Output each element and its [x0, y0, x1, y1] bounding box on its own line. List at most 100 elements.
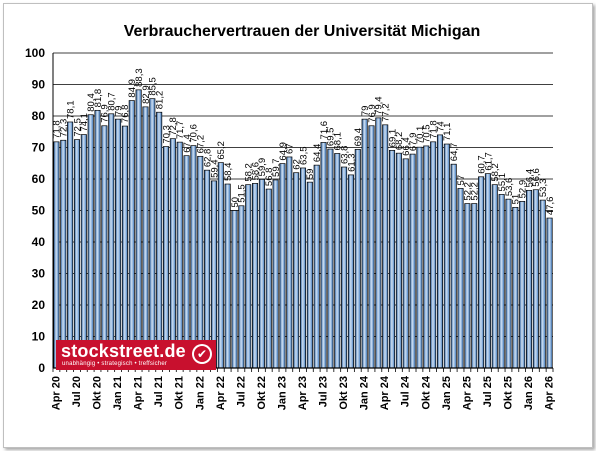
- data-labels: 71,872,378,172,574,180,481,876,980,77976…: [52, 68, 556, 215]
- bar: [149, 98, 156, 369]
- bar: [313, 164, 320, 369]
- bar: [293, 172, 300, 369]
- data-label: 65,2: [216, 141, 227, 160]
- bar: [67, 121, 74, 369]
- bar: [395, 152, 402, 369]
- y-tick-label: 90: [32, 78, 46, 92]
- bar: [532, 189, 539, 369]
- bar: [176, 141, 183, 369]
- data-label: 67,2: [196, 135, 207, 154]
- data-label: 58,4: [223, 163, 234, 182]
- bar: [162, 146, 170, 369]
- data-label: 71,7: [175, 121, 186, 140]
- bar: [450, 163, 457, 369]
- y-tick-label: 70: [32, 141, 46, 155]
- data-label: 50: [230, 197, 241, 208]
- data-label: 51: [511, 194, 522, 205]
- bar: [121, 125, 128, 369]
- data-label: 81,2: [154, 91, 165, 110]
- data-label: 52,2: [470, 182, 481, 201]
- data-label: 79: [113, 106, 124, 117]
- bar: [457, 188, 464, 369]
- x-tick-label: Jan 26: [523, 376, 535, 410]
- y-tick-label: 20: [32, 298, 46, 312]
- data-label: 79,4: [374, 96, 385, 115]
- y-tick-label: 100: [25, 46, 45, 60]
- bar: [73, 139, 80, 369]
- data-label: 72,8: [168, 117, 179, 136]
- data-label: 62: [291, 159, 302, 170]
- x-tick-label: Jul 20: [71, 376, 83, 407]
- y-tick-label: 30: [32, 267, 46, 281]
- data-label: 61,3: [346, 153, 357, 172]
- data-label: 55,1: [497, 173, 508, 192]
- bar: [341, 166, 348, 369]
- bar: [334, 153, 341, 369]
- logo-name: stockstreet.de: [61, 341, 186, 361]
- bar: [231, 210, 238, 369]
- x-tick-label: Apr 25: [461, 376, 473, 410]
- bar: [375, 117, 382, 369]
- data-label: 67,4: [182, 134, 193, 153]
- data-label: 67: [285, 143, 296, 154]
- x-tick-label: Okt 22: [256, 376, 268, 410]
- data-label: 68,1: [333, 132, 344, 151]
- data-label: 53,6: [504, 178, 515, 197]
- x-tick-label: Jul 22: [235, 376, 247, 407]
- data-label: 59,4: [209, 159, 220, 178]
- bar: [402, 158, 409, 369]
- bar: [60, 139, 67, 369]
- data-label: 69,1: [387, 129, 398, 148]
- x-tick-label: Apr 26: [544, 376, 556, 410]
- data-label: 79: [360, 106, 371, 117]
- data-label: 61,7: [483, 152, 494, 171]
- bar: [135, 89, 142, 369]
- bar: [80, 134, 87, 369]
- checkmark-glyph: ✔: [194, 346, 210, 362]
- bars: [53, 89, 553, 369]
- data-label: 84,9: [127, 79, 138, 98]
- bar: [272, 179, 279, 369]
- bar: [265, 188, 272, 369]
- data-label: 53,3: [538, 179, 549, 198]
- bar: [361, 118, 368, 369]
- x-tick-label: Okt 20: [92, 376, 104, 410]
- data-label: 81,8: [93, 89, 104, 108]
- data-label: 57: [456, 175, 467, 186]
- x-tick-label: Okt 24: [420, 375, 432, 410]
- bar: [471, 203, 478, 369]
- data-label: 60,7: [476, 155, 487, 174]
- bar: [484, 173, 491, 369]
- data-label: 76,8: [120, 105, 131, 124]
- bar: [423, 145, 430, 369]
- bar: [252, 183, 259, 369]
- bar: [156, 111, 163, 369]
- data-label: 71,6: [319, 121, 330, 140]
- data-label: 59,7: [271, 158, 282, 177]
- data-label: 71,8: [52, 120, 63, 139]
- x-tick-label: Apr 23: [297, 376, 309, 410]
- x-tick-label: Jan 23: [276, 376, 288, 410]
- data-label: 76,9: [100, 104, 111, 123]
- x-tick-label: Jul 21: [153, 376, 165, 407]
- bar: [53, 141, 60, 369]
- data-label: 59: [305, 169, 316, 180]
- bar-chart: Verbrauchervertrauen der Universität Mic…: [25, 23, 556, 410]
- y-axis-ticks: 0 10 20 30 40 50 60 70 80 90 100: [25, 46, 45, 375]
- data-label: 58,2: [244, 163, 255, 182]
- checkmark-icon: ✔: [192, 344, 212, 364]
- data-label: 74: [435, 121, 446, 132]
- chart-title: Verbrauchervertrauen der Universität Mic…: [124, 23, 481, 40]
- data-label: 78,1: [65, 100, 76, 119]
- bar: [320, 142, 327, 369]
- data-label: 67,9: [408, 133, 419, 152]
- bar: [108, 113, 115, 369]
- bar: [354, 149, 361, 369]
- bar: [279, 163, 286, 369]
- data-label: 68,2: [394, 132, 405, 151]
- bar: [197, 155, 204, 369]
- bar: [382, 124, 389, 369]
- data-label: 88,3: [134, 68, 145, 87]
- data-label: 56,4: [524, 169, 535, 188]
- bar: [101, 125, 108, 369]
